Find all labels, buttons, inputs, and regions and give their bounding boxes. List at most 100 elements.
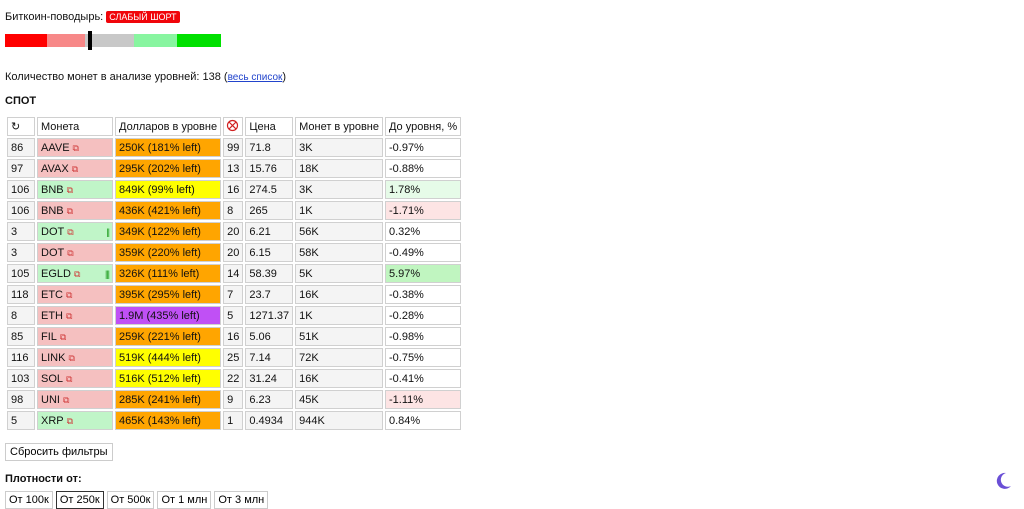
dollars-cell: 516K (512% left)	[115, 369, 222, 388]
external-link-icon[interactable]: ⧉	[67, 226, 74, 237]
signal-scale	[5, 34, 222, 47]
coin-name[interactable]: LINK	[41, 351, 66, 364]
table-row[interactable]: 116 LINK ⧉ 519K (444% left) 25 7.14 72K -0.75%	[7, 348, 462, 367]
price-cell: 58.39	[245, 264, 294, 283]
price-cell: 6.21	[245, 222, 294, 241]
coin-cell[interactable]: DOT ⧉ ||	[37, 222, 113, 241]
coin-cell[interactable]: DOT ⧉	[37, 243, 113, 262]
coin-name[interactable]: XRP	[41, 414, 64, 427]
external-link-icon[interactable]: ⧉	[68, 352, 75, 363]
refresh-icon[interactable]: ↻	[7, 117, 35, 136]
touch-count-cell: 20	[223, 222, 244, 241]
coin-cell[interactable]: AVAX ⧉	[37, 159, 113, 178]
coin-cell[interactable]: BNB ⧉	[37, 201, 113, 220]
table-row[interactable]: 106 BNB ⧉ 436K (421% left) 8 265 1K -1.71%	[7, 201, 462, 220]
table-row[interactable]: 105 EGLD ⧉ ||| 326K (111% left) 14 58.39 5K 5.97…	[7, 264, 462, 283]
table-row[interactable]: 5 XRP ⧉ 465K (143% left) 1 0.4934 944K 0.84%	[7, 411, 462, 430]
coin-name[interactable]: AAVE	[41, 141, 70, 154]
coin-cell[interactable]: BNB ⧉	[37, 180, 113, 199]
table-header-row: ↻ Монета Долларов в уровне Цена Монет в …	[7, 117, 462, 136]
coin-name[interactable]: ETC	[41, 288, 63, 301]
coin-cell[interactable]: FIL ⧉	[37, 327, 113, 346]
coins-in-level-cell: 72K	[295, 348, 383, 367]
coin-name[interactable]: BNB	[41, 204, 64, 217]
coin-count: Количество монет в анализе уровней: 138 …	[5, 71, 287, 83]
to-level-cell: -0.38%	[384, 285, 462, 304]
external-link-icon[interactable]: ⧉	[66, 289, 73, 300]
table-row[interactable]: 98 UNI ⧉ 285K (241% left) 9 6.23 45K -1.11%	[7, 390, 462, 409]
table-row[interactable]: 103 SOL ⧉ 516K (512% left) 22 31.24 16K -0.41%	[7, 369, 462, 388]
levels-table: ↻ Монета Долларов в уровне Цена Монет в …	[5, 115, 463, 432]
coin-count-text: Количество монет в анализе уровней: 138 …	[5, 71, 228, 83]
coin-name[interactable]: AVAX	[41, 162, 69, 175]
table-row[interactable]: 8 ETH ⧉ 1.9M (435% left) 5 1271.37 1K -0.28%	[7, 306, 462, 325]
table-row[interactable]: 3 DOT ⧉ 359K (220% left) 20 6.15 58K -0.49%	[7, 243, 462, 262]
rank-cell: 5	[7, 411, 35, 430]
coin-cell[interactable]: UNI ⧉	[37, 390, 113, 409]
external-link-icon[interactable]: ⧉	[66, 415, 74, 426]
touch-count-cell: 13	[223, 159, 244, 178]
coin-name[interactable]: SOL	[41, 372, 64, 385]
coin-name[interactable]: EGLD	[41, 267, 71, 280]
coin-cell[interactable]: AAVE ⧉	[37, 138, 113, 157]
external-link-icon[interactable]: ⧉	[62, 394, 70, 405]
no-filter-icon	[226, 119, 239, 131]
coin-cell[interactable]: ETC ⧉	[37, 285, 113, 304]
table-row[interactable]: 97 AVAX ⧉ 295K (202% left) 13 15.76 18K -0.88%	[7, 159, 462, 178]
to-level-cell: -0.97%	[384, 138, 462, 157]
table-row[interactable]: 86 AAVE ⧉ 250K (181% left) 99 71.8 3K -0.97%	[7, 138, 462, 157]
dollars-cell: 519K (444% left)	[115, 348, 222, 367]
rank-cell: 116	[7, 348, 35, 367]
coin-name[interactable]: DOT	[41, 246, 65, 259]
table-row[interactable]: 3 DOT ⧉ || 349K (122% left) 20 6.21 56K 0.32%	[7, 222, 462, 241]
coin-name[interactable]: FIL	[41, 330, 57, 343]
external-link-icon[interactable]: ⧉	[66, 373, 73, 384]
external-link-icon[interactable]: ⧉	[66, 184, 74, 195]
scale-segment	[177, 34, 222, 47]
to-level-cell: -0.88%	[384, 159, 462, 178]
external-link-icon[interactable]: ⧉	[67, 247, 74, 258]
coin-name[interactable]: ETH	[41, 309, 63, 322]
density-option-button[interactable]: От 1 млн	[157, 491, 212, 509]
coin-name[interactable]: BNB	[41, 183, 64, 196]
header-dollars[interactable]: Долларов в уровне	[115, 117, 222, 136]
full-list-link[interactable]: весь список	[227, 72, 283, 83]
coins-in-level-cell: 944K	[295, 411, 383, 430]
coin-name[interactable]: UNI	[41, 393, 60, 406]
external-link-icon[interactable]: ⧉	[72, 142, 79, 153]
scale-segment	[122, 34, 134, 47]
external-link-icon[interactable]: ⧉	[59, 331, 67, 342]
density-option-button[interactable]: От 100к	[5, 491, 53, 509]
density-options: От 100к От 250к От 500к От 1 млн От 3 млн	[5, 491, 269, 509]
table-row[interactable]: 106 BNB ⧉ 849K (99% left) 16 274.5 3K 1.78%	[7, 180, 462, 199]
external-link-icon[interactable]: ⧉	[71, 163, 79, 174]
scale-segment	[5, 34, 47, 47]
external-link-icon[interactable]: ⧉	[66, 310, 73, 321]
table-row[interactable]: 85 FIL ⧉ 259K (221% left) 16 5.06 51K -0.98%	[7, 327, 462, 346]
header-coins-in-level[interactable]: Монет в уровне	[295, 117, 383, 136]
touch-count-cell: 16	[223, 180, 244, 199]
header-coin[interactable]: Монета	[37, 117, 113, 136]
external-link-icon[interactable]: ⧉	[73, 268, 81, 279]
rank-cell: 118	[7, 285, 35, 304]
reset-filters-button[interactable]: Сбросить фильтры	[5, 443, 113, 461]
coin-cell[interactable]: LINK ⧉	[37, 348, 113, 367]
coin-cell[interactable]: EGLD ⧉ |||	[37, 264, 113, 283]
coin-cell[interactable]: XRP ⧉	[37, 411, 113, 430]
to-level-cell: -0.28%	[384, 306, 462, 325]
coins-in-level-cell: 5K	[295, 264, 383, 283]
section-title-spot: СПОТ	[5, 95, 37, 107]
density-option-button[interactable]: От 3 млн	[214, 491, 269, 509]
header-to-level[interactable]: До уровня, %	[384, 117, 462, 136]
density-option-button[interactable]: От 500к	[106, 491, 155, 509]
coin-name[interactable]: DOT	[41, 225, 65, 238]
table-row[interactable]: 118 ETC ⧉ 395K (295% left) 7 23.7 16K -0.38%	[7, 285, 462, 304]
coin-cell[interactable]: ETH ⧉	[37, 306, 113, 325]
header-price[interactable]: Цена	[245, 117, 294, 136]
moon-icon[interactable]	[993, 471, 1013, 491]
external-link-icon[interactable]: ⧉	[66, 205, 74, 216]
touch-count-cell: 99	[223, 138, 244, 157]
density-option-button[interactable]: От 250к	[55, 491, 104, 509]
header-filter-icon[interactable]	[223, 117, 244, 136]
coin-cell[interactable]: SOL ⧉	[37, 369, 113, 388]
